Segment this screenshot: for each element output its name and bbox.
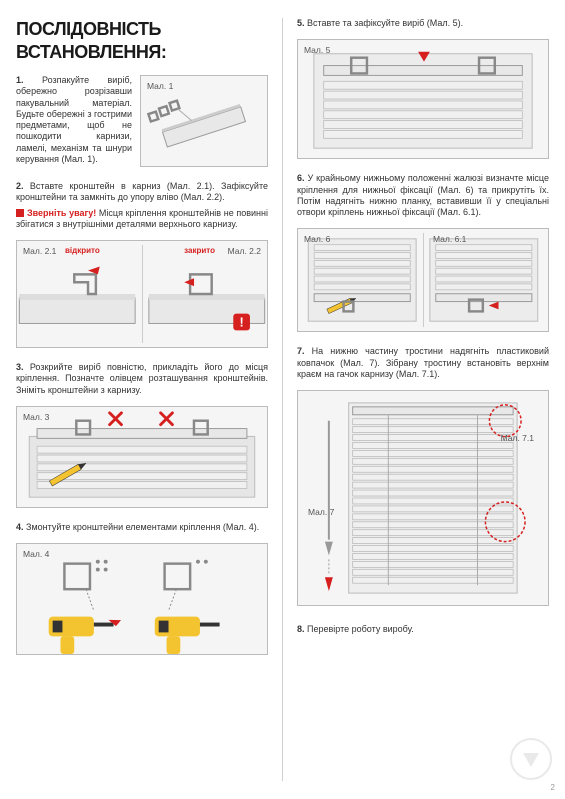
figure-5-label: Мал. 5 — [304, 45, 330, 56]
step-5-text: 5. Вставте та зафіксуйте виріб (Мал. 5). — [297, 18, 549, 29]
figure-6-label: Мал. 6 — [304, 234, 330, 245]
figure-4: Мал. 4 — [16, 543, 268, 655]
svg-text:!: ! — [239, 314, 243, 329]
figure-3-label: Мал. 3 — [23, 412, 49, 423]
figure-61-label: Мал. 6.1 — [433, 234, 466, 245]
figure-3: Мал. 3 — [16, 406, 268, 508]
step-3-text: 3. Розкрийте виріб повністю, прикладіть … — [16, 362, 268, 396]
figure-1: Мал. 1 — [140, 75, 268, 167]
attention-square-icon — [16, 209, 24, 217]
step-1-text: 1. Розпакуйте виріб, обережно розрізавши… — [16, 75, 132, 167]
figure-7: Мал. 7 Мал. 7.1 — [297, 390, 549, 606]
figure-71-label: Мал. 7.1 — [501, 433, 534, 444]
figure-1-label: Мал. 1 — [147, 81, 173, 92]
page-title: ПОСЛІДОВНІСТЬ ВСТАНОВЛЕННЯ: — [16, 18, 268, 63]
watermark-icon — [509, 737, 553, 781]
figure-22-label: Мал. 2.2 — [228, 246, 261, 257]
figure-22-closed-label: закрито — [184, 246, 215, 256]
column-divider — [282, 18, 283, 781]
step-2-attention: Зверніть увагу! Місця кріплення кронштей… — [16, 208, 268, 231]
step-7-text: 7. На нижню частину тростини надягніть п… — [297, 346, 549, 380]
figure-2: Мал. 2.1 відкрито закрито Мал. 2.2 — [16, 240, 268, 348]
figure-6: Мал. 6 Мал. 6.1 — [297, 228, 549, 332]
figure-21-open-label: відкрито — [65, 246, 100, 256]
step-6-text: 6. У крайньому нижньому положенні жалюзі… — [297, 173, 549, 218]
figure-21-label: Мал. 2.1 — [23, 246, 56, 257]
step-8-text: 8. Перевірте роботу виробу. — [297, 624, 549, 635]
page-number: 2 — [551, 783, 555, 793]
step-1-row: 1. Розпакуйте виріб, обережно розрізавши… — [16, 75, 268, 167]
figure-4-label: Мал. 4 — [23, 549, 49, 560]
figure-7-label: Мал. 7 — [308, 507, 334, 518]
figure-5: Мал. 5 — [297, 39, 549, 159]
step-2-text: 2. Вставте кронштейн в карниз (Мал. 2.1)… — [16, 181, 268, 204]
step-4-text: 4. Змонтуйте кронштейни елементами кріпл… — [16, 522, 268, 533]
